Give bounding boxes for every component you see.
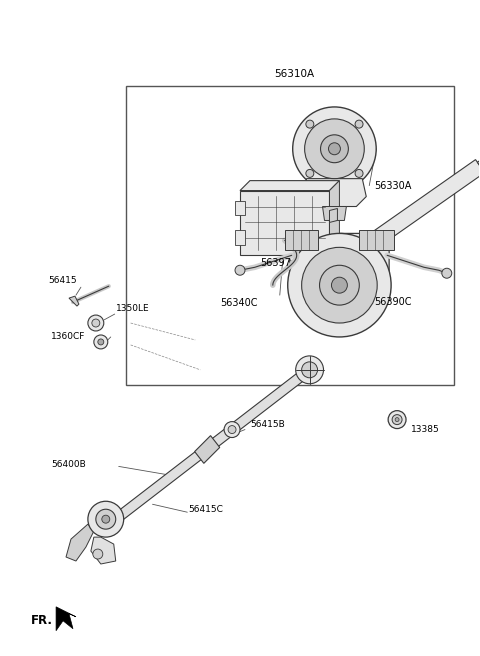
Circle shape [102, 515, 110, 523]
Circle shape [235, 265, 245, 276]
Text: FR.: FR. [31, 614, 53, 627]
Polygon shape [66, 524, 94, 561]
Text: 1350LE: 1350LE [116, 304, 149, 313]
Circle shape [392, 415, 402, 424]
Text: 56310A: 56310A [275, 69, 315, 79]
Polygon shape [290, 234, 389, 305]
Circle shape [92, 319, 100, 327]
Text: 56340C: 56340C [220, 298, 258, 308]
Polygon shape [302, 178, 366, 207]
Circle shape [93, 549, 103, 559]
Circle shape [305, 119, 364, 178]
Polygon shape [285, 230, 318, 251]
Text: 1360CF: 1360CF [51, 333, 85, 342]
Circle shape [301, 247, 377, 323]
Text: 56390C: 56390C [374, 297, 412, 307]
Circle shape [98, 339, 104, 345]
Text: 56415C: 56415C [188, 504, 223, 514]
Circle shape [296, 356, 324, 384]
Circle shape [332, 277, 348, 293]
Circle shape [306, 120, 314, 128]
Circle shape [321, 135, 348, 163]
Polygon shape [329, 180, 339, 255]
Polygon shape [360, 230, 394, 251]
Circle shape [224, 422, 240, 438]
Polygon shape [370, 159, 480, 247]
Polygon shape [235, 230, 245, 245]
Text: 56397: 56397 [260, 258, 291, 268]
Polygon shape [323, 207, 347, 220]
Circle shape [355, 120, 363, 128]
Text: 56400B: 56400B [51, 460, 86, 469]
Circle shape [395, 418, 399, 422]
Circle shape [228, 426, 236, 434]
Text: 13385: 13385 [411, 425, 440, 434]
Circle shape [388, 411, 406, 428]
Circle shape [288, 234, 391, 337]
Circle shape [306, 169, 314, 177]
Polygon shape [477, 146, 480, 170]
Polygon shape [91, 537, 116, 564]
Circle shape [320, 265, 360, 305]
Polygon shape [240, 191, 329, 255]
Polygon shape [56, 607, 76, 630]
Bar [126, 86, 454, 385]
Polygon shape [240, 180, 339, 191]
Circle shape [442, 268, 452, 278]
Circle shape [94, 335, 108, 349]
Text: 56415: 56415 [48, 276, 77, 285]
Circle shape [88, 501, 124, 537]
Circle shape [96, 509, 116, 529]
Circle shape [328, 143, 340, 155]
Text: 56330A: 56330A [374, 180, 411, 191]
Polygon shape [329, 209, 337, 222]
Circle shape [355, 169, 363, 177]
Circle shape [88, 315, 104, 331]
Circle shape [293, 107, 376, 191]
Circle shape [301, 362, 318, 378]
Polygon shape [69, 296, 79, 306]
Polygon shape [195, 436, 220, 463]
Polygon shape [113, 366, 312, 523]
Polygon shape [235, 201, 245, 215]
Text: 56415B: 56415B [250, 420, 285, 429]
